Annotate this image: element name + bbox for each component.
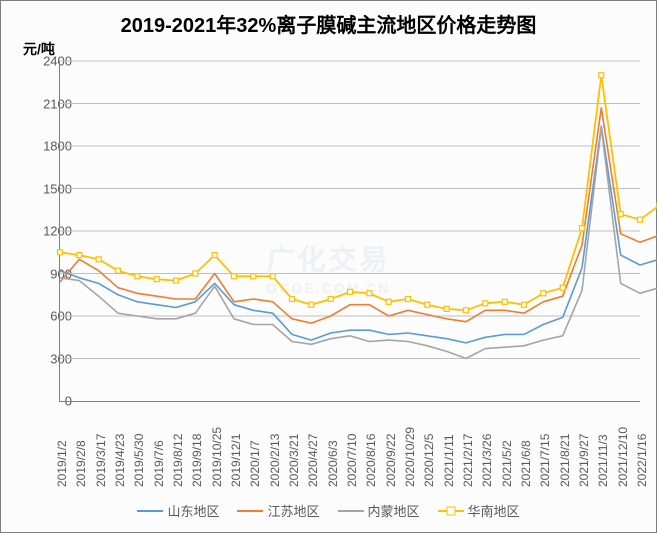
x-tick-label: 2021/12/10 (616, 427, 630, 487)
x-tick-label: 2019/4/23 (113, 434, 127, 487)
x-tick-label: 2019/2/8 (74, 440, 88, 487)
series-marker-3 (638, 217, 643, 222)
x-tick-label: 2021/9/27 (577, 434, 591, 487)
legend-item-shandong: 山东地区 (137, 501, 219, 520)
series-marker-3 (386, 299, 391, 304)
x-tick-label: 2021/2/17 (461, 434, 475, 487)
series-marker-3 (309, 302, 314, 307)
legend-label-huanan: 华南地区 (468, 501, 520, 520)
legend: 山东地区 江苏地区 内蒙地区 华南地区 (1, 501, 656, 520)
x-tick-label: 2019/10/25 (210, 427, 224, 487)
series-marker-3 (232, 274, 237, 279)
x-tick-label: 2019/7/6 (152, 440, 166, 487)
series-marker-3 (328, 297, 333, 302)
x-tick-label: 2021/7/15 (538, 434, 552, 487)
series-marker-3 (599, 73, 604, 78)
legend-swatch-jiangsu (237, 510, 263, 512)
x-tick-label: 2020/6/3 (326, 440, 340, 487)
series-line-1 (60, 108, 657, 323)
series-marker-3 (270, 274, 275, 279)
legend-swatch-neimeng (338, 510, 364, 512)
series-marker-3 (541, 291, 546, 296)
legend-swatch-shandong (137, 510, 163, 512)
legend-label-shandong: 山东地区 (167, 501, 219, 520)
x-tick-label: 2020/8/16 (364, 434, 378, 487)
legend-item-jiangsu: 江苏地区 (237, 501, 319, 520)
series-marker-3 (425, 302, 430, 307)
x-tick-label: 2020/4/27 (306, 434, 320, 487)
series-marker-3 (580, 226, 585, 231)
series-marker-3 (444, 306, 449, 311)
series-line-0 (60, 126, 657, 343)
x-tick-label: 2020/3/21 (287, 434, 301, 487)
series-line-2 (60, 128, 657, 359)
x-tick-label: 2021/6/8 (519, 440, 533, 487)
series-marker-3 (406, 297, 411, 302)
series-marker-3 (522, 302, 527, 307)
chart-container: 2019-2021年32%离子膜碱主流地区价格走势图 元/吨 广化交易 GCOE… (0, 0, 657, 533)
x-tick-label: 2021/3/26 (480, 434, 494, 487)
series-marker-3 (212, 253, 217, 258)
plot-area (59, 61, 640, 402)
legend-item-huanan: 华南地区 (438, 501, 520, 520)
series-marker-3 (96, 257, 101, 262)
x-tick-label: 2019/3/17 (94, 434, 108, 487)
series-marker-3 (348, 289, 353, 294)
x-tick-label: 2019/1/2 (55, 440, 69, 487)
x-tick-label: 2022/1/16 (635, 434, 649, 487)
x-tick-label: 2020/12/5 (422, 434, 436, 487)
series-marker-3 (290, 297, 295, 302)
legend-label-jiangsu: 江苏地区 (267, 501, 319, 520)
x-tick-label: 2021/1/11 (442, 435, 456, 488)
x-tick-label: 2020/7/10 (345, 434, 359, 487)
x-tick-label: 2020/1/7 (248, 440, 262, 487)
series-marker-3 (502, 299, 507, 304)
series-line-3 (60, 75, 657, 310)
x-tick-label: 2020/9/22 (384, 434, 398, 487)
legend-item-neimeng: 内蒙地区 (338, 501, 420, 520)
series-marker-3 (135, 274, 140, 279)
series-marker-3 (154, 277, 159, 282)
series-marker-3 (618, 212, 623, 217)
x-tick-label: 2019/8/12 (171, 434, 185, 487)
series-marker-3 (464, 308, 469, 313)
x-tick-label: 2021/8/21 (558, 434, 572, 487)
series-marker-3 (251, 274, 256, 279)
x-tick-label: 2021/5/2 (500, 440, 514, 487)
x-tick-label: 2020/10/29 (403, 427, 417, 487)
series-marker-3 (483, 301, 488, 306)
x-tick-label: 2019/12/1 (229, 434, 243, 487)
chart-title: 2019-2021年32%离子膜碱主流地区价格走势图 (1, 9, 656, 38)
x-tick-label: 2019/9/18 (190, 434, 204, 487)
x-tick-label: 2019/5/30 (132, 434, 146, 487)
series-marker-3 (367, 291, 372, 296)
x-tick-labels: 2019/1/22019/2/82019/3/172019/4/232019/5… (59, 405, 639, 495)
series-marker-3 (193, 271, 198, 276)
series-marker-3 (560, 285, 565, 290)
series-marker-3 (174, 278, 179, 283)
series-marker-3 (116, 268, 121, 273)
x-tick-label: 2020/2/13 (268, 434, 282, 487)
x-tick-label: 2021/11/3 (596, 435, 610, 488)
series-marker-3 (58, 250, 63, 255)
legend-swatch-huanan (438, 510, 464, 512)
series-marker-3 (77, 253, 82, 258)
plot-svg (60, 61, 640, 401)
legend-label-neimeng: 内蒙地区 (368, 501, 420, 520)
